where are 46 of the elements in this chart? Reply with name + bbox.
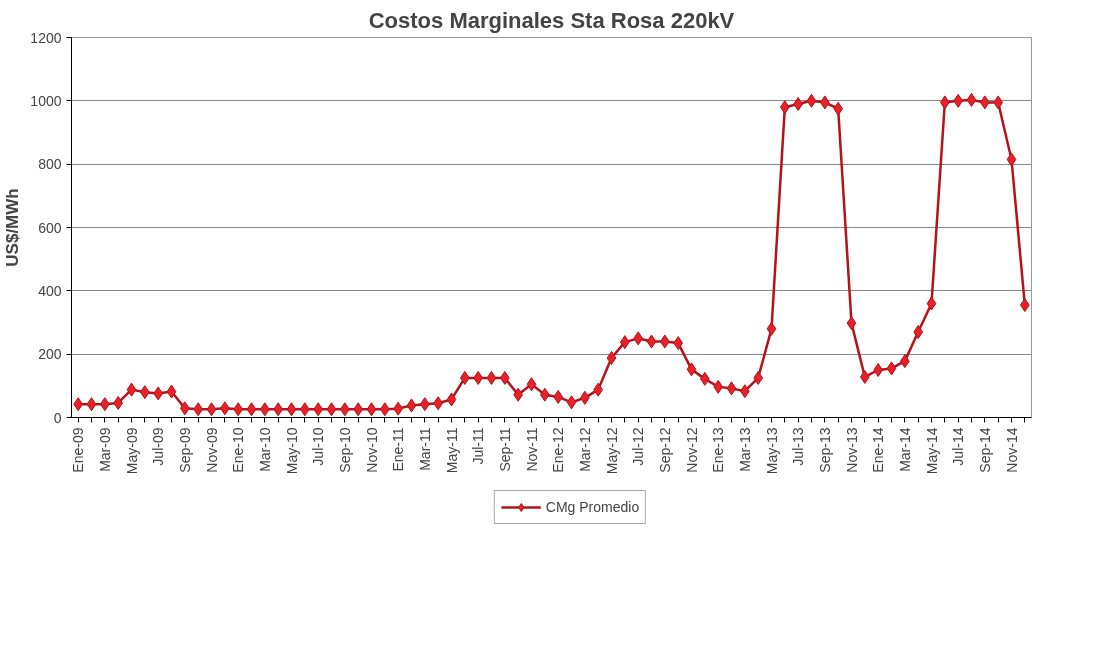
x-tick-label: Jul-10 (310, 427, 327, 466)
x-tick-label: Mar-13 (736, 427, 753, 472)
x-tick-label: Nov-10 (363, 427, 380, 473)
y-tick-label: 600 (38, 219, 62, 236)
x-tick-label: May-10 (283, 427, 300, 475)
y-tick-label: 1000 (30, 92, 62, 109)
x-tick-label: Ene-12 (550, 427, 567, 473)
x-tick-label: Sep-09 (176, 427, 193, 473)
x-tick-label: Mar-11 (416, 427, 433, 471)
x-tick-label: Mar-10 (256, 427, 273, 472)
chart-title: Costos Marginales Sta Rosa 220kV (368, 7, 735, 33)
x-tick-label: Mar-14 (896, 427, 913, 472)
x-tick-label: Sep-13 (816, 427, 833, 473)
x-tick-label: Nov-09 (203, 427, 220, 473)
x-tick-label: Jul-11 (470, 427, 487, 465)
x-tick-label: Mar-09 (96, 427, 113, 472)
x-tick-label: Nov-13 (843, 427, 860, 473)
y-tick-label: 0 (53, 409, 62, 426)
x-tick-label: Sep-14 (976, 427, 993, 473)
x-tick-label: May-14 (923, 427, 940, 475)
y-tick-label: 800 (38, 156, 62, 173)
x-tick-label: Ene-13 (710, 427, 727, 473)
x-tick-label: Sep-10 (336, 427, 353, 473)
x-tick-label: Jul-14 (950, 427, 967, 466)
x-tick-label: Jul-13 (790, 427, 807, 466)
x-tick-label: Jul-12 (630, 427, 647, 466)
x-tick-label: Ene-14 (870, 427, 887, 473)
y-tick-label: 400 (38, 282, 62, 299)
x-tick-label: Nov-12 (683, 427, 700, 473)
y-tick-label: 200 (38, 346, 62, 363)
x-tick-label: May-12 (603, 427, 620, 475)
x-tick-label: Ene-11 (390, 427, 407, 472)
x-tick-label: Jul-09 (150, 427, 167, 466)
x-tick-label: Nov-11 (523, 427, 540, 472)
x-tick-label: May-09 (123, 427, 140, 475)
y-tick-label: 1200 (30, 29, 62, 46)
x-tick-label: Sep-11 (496, 427, 513, 472)
x-tick-label: Ene-10 (230, 427, 247, 473)
x-tick-label: May-11 (443, 427, 460, 474)
x-tick-label: Mar-12 (576, 427, 593, 472)
y-axis-title: US$/MWh (3, 188, 23, 267)
x-tick-label: Ene-09 (70, 427, 87, 473)
x-tick-label: Nov-14 (1003, 427, 1020, 473)
legend-label: CMg Promedio (545, 499, 640, 515)
x-tick-label: Sep-12 (656, 427, 673, 473)
x-tick-label: May-13 (763, 427, 780, 475)
